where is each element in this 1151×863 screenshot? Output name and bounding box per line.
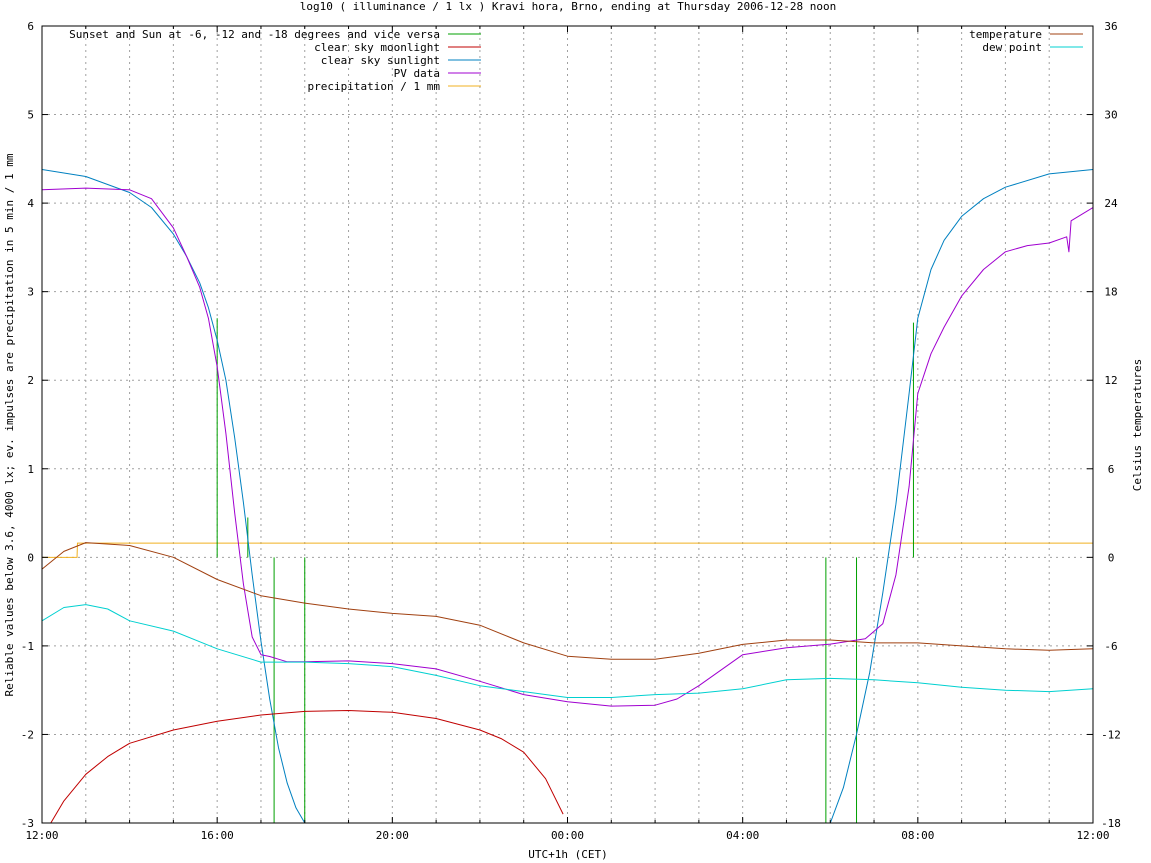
- y-tick-label: -1: [21, 640, 34, 653]
- y2-tick-label: -6: [1104, 640, 1117, 653]
- legend-label: clear sky sunlight: [321, 54, 440, 67]
- x-tick-label: 20:00: [376, 829, 409, 842]
- y2-tick-label: 0: [1108, 551, 1115, 564]
- y2-tick-label: 6: [1108, 463, 1115, 476]
- legend-label: PV data: [394, 67, 440, 80]
- y-tick-label: 1: [27, 463, 34, 476]
- plot-frame: [41, 25, 1094, 824]
- y-tick-label: 3: [27, 286, 34, 299]
- y2-tick-label: 24: [1104, 197, 1118, 210]
- y2-tick-label: 12: [1104, 374, 1117, 387]
- tick-layer: 12:00 16:00 20:00 00:00 04:00 08:00 12:00-3-2-…: [21, 20, 1121, 842]
- y-axis-label: Reliable values below 3.6, 4000 lx; ev. …: [3, 153, 16, 696]
- y-tick-label: 5: [27, 109, 34, 122]
- series-precipitation: [42, 542, 1093, 558]
- x-tick-label: 00:00: [551, 829, 584, 842]
- x-axis-label: UTC+1h (CET): [528, 848, 607, 861]
- series-temperature: [42, 542, 1093, 660]
- legend-label: clear sky moonlight: [314, 41, 440, 54]
- y2-tick-label: -18: [1101, 817, 1121, 830]
- x-tick-label: 12:00: [1076, 829, 1109, 842]
- legend: Sunset and Sun at -6, -12 and -18 degree…: [69, 28, 1083, 93]
- grid-layer: [42, 26, 1093, 823]
- y-tick-label: 6: [27, 20, 34, 33]
- y-tick-label: -2: [21, 728, 34, 741]
- x-tick-label: 08:00: [901, 829, 934, 842]
- x-tick-label: 04:00: [726, 829, 759, 842]
- x-tick-label: 12:00: [25, 829, 58, 842]
- legend-label: dew point: [982, 41, 1042, 54]
- y-tick-label: -3: [21, 817, 34, 830]
- y2-tick-label: -12: [1101, 728, 1121, 741]
- series-layer: [42, 169, 1093, 823]
- series-dew-point: [42, 604, 1093, 698]
- y-tick-label: 4: [27, 197, 34, 210]
- y2-axis-label: Celsius temperatures: [1131, 359, 1144, 491]
- y-tick-label: 2: [27, 374, 34, 387]
- x-tick-label: 16:00: [201, 829, 234, 842]
- legend-label: temperature: [969, 28, 1042, 41]
- legend-label: Sunset and Sun at -6, -12 and -18 degree…: [69, 28, 440, 41]
- y-tick-label: 0: [27, 551, 34, 564]
- y2-tick-label: 18: [1104, 286, 1117, 299]
- y2-tick-label: 36: [1104, 20, 1117, 33]
- series-clear-sky-sunlight: [42, 169, 1093, 823]
- y2-tick-label: 30: [1104, 109, 1117, 122]
- chart-title: log10 ( illuminance / 1 lx ) Kravi hora,…: [300, 0, 836, 13]
- series-PV-data: [42, 187, 1093, 707]
- series-clear-sky-moonlight: [50, 710, 564, 823]
- legend-label: precipitation / 1 mm: [308, 80, 441, 93]
